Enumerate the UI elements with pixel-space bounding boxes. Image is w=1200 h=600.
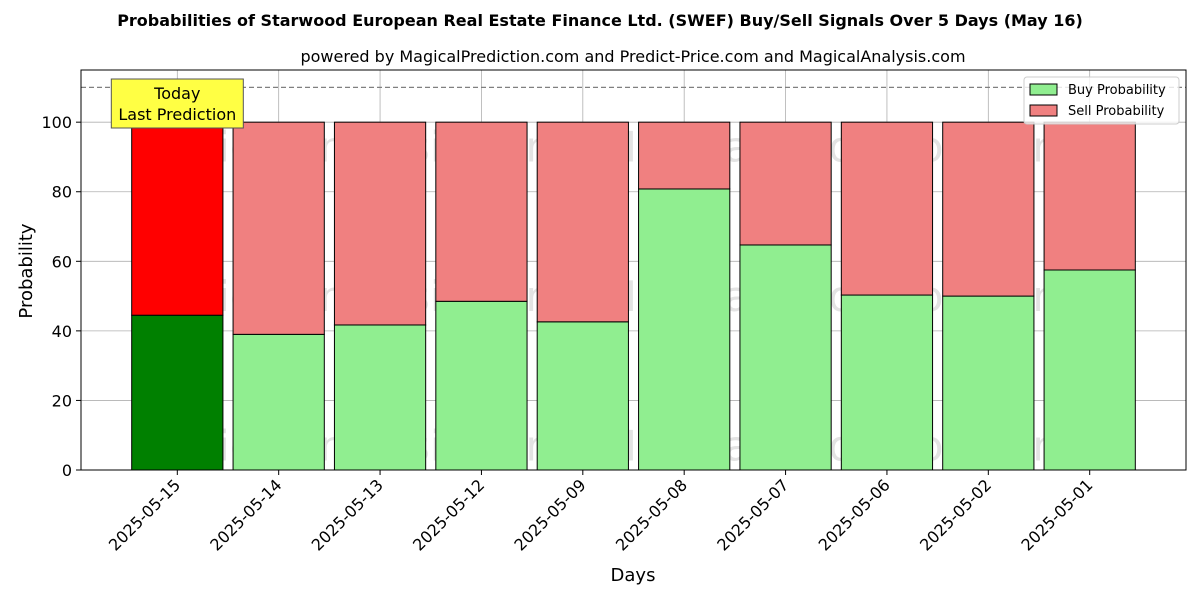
x-tick-label: 2025-05-06 xyxy=(815,475,894,554)
x-tick-label: 2025-05-13 xyxy=(308,475,387,554)
legend-swatch xyxy=(1029,83,1058,96)
bar-buy-2025-05-01 xyxy=(1043,269,1136,471)
bar-buy-2025-05-02 xyxy=(942,295,1035,471)
annotation-line: Today xyxy=(153,84,200,103)
plot-frame xyxy=(80,69,1187,471)
annotation-line: Last Prediction xyxy=(118,105,236,124)
bar-sell-2025-05-06 xyxy=(840,121,934,296)
y-tick-label: 0 xyxy=(62,461,72,480)
bar-sell-2025-05-07 xyxy=(739,121,832,246)
x-tick-label: 2025-05-01 xyxy=(1017,475,1096,554)
y-tick-label: 80 xyxy=(52,183,72,202)
bar-sell-2025-05-09 xyxy=(536,121,629,323)
x-tick-label: 2025-05-12 xyxy=(409,475,488,554)
bar-buy-2025-05-07 xyxy=(739,244,832,471)
legend-label: Buy Probability xyxy=(1068,83,1166,98)
bar-buy-2025-05-09 xyxy=(536,321,629,471)
bar-sell-2025-05-12 xyxy=(435,121,528,302)
chart-title: Probabilities of Starwood European Real … xyxy=(117,11,1083,30)
x-tick-label: 2025-05-14 xyxy=(206,475,285,554)
y-tick-label: 60 xyxy=(52,252,72,271)
x-tick-label: 2025-05-08 xyxy=(612,475,691,554)
bar-sell-2025-05-14 xyxy=(232,121,325,335)
legend-swatch xyxy=(1029,104,1058,117)
x-tick-label: 2025-05-09 xyxy=(510,475,589,554)
y-tick-label: 20 xyxy=(52,391,72,410)
x-axis-label: Days xyxy=(611,565,656,586)
bar-buy-2025-05-14 xyxy=(232,333,325,471)
bar-sell-2025-05-01 xyxy=(1043,121,1136,271)
y-axis-ticks: 0 20 40 60 80 100 xyxy=(41,113,81,480)
bars xyxy=(131,121,1136,471)
chart-subtitle: powered by MagicalPrediction.com and Pre… xyxy=(300,47,965,66)
legend: Buy Probability Sell Probability xyxy=(1023,76,1180,125)
bar-sell-2025-05-02 xyxy=(942,121,1035,297)
legend-label: Sell Probability xyxy=(1068,104,1165,119)
y-tick-label: 40 xyxy=(52,322,72,341)
annotation-box xyxy=(110,78,244,129)
x-axis-ticks: 2025-05-15 2025-05-14 2025-05-13 2025-05-12… xyxy=(105,470,1097,555)
bar-buy-2025-05-13 xyxy=(333,324,427,471)
bar-buy-2025-05-08 xyxy=(638,188,731,471)
y-axis-label: Probability xyxy=(16,223,37,318)
legend-frame xyxy=(1023,76,1180,125)
bar-buy-2025-05-06 xyxy=(840,294,934,471)
x-tick-label: 2025-05-07 xyxy=(713,475,792,554)
y-tick-label: 100 xyxy=(41,113,72,132)
bar-sell-2025-05-08 xyxy=(638,121,731,190)
today-annotation: Today Last Prediction xyxy=(110,78,244,129)
bar-sell-2025-05-15 xyxy=(131,121,224,316)
bar-buy-2025-05-12 xyxy=(435,300,528,471)
x-tick-label: 2025-05-02 xyxy=(916,475,995,554)
x-tick-label: 2025-05-15 xyxy=(105,475,184,554)
bar-buy-2025-05-15 xyxy=(131,314,224,471)
bar-sell-2025-05-13 xyxy=(333,121,427,326)
